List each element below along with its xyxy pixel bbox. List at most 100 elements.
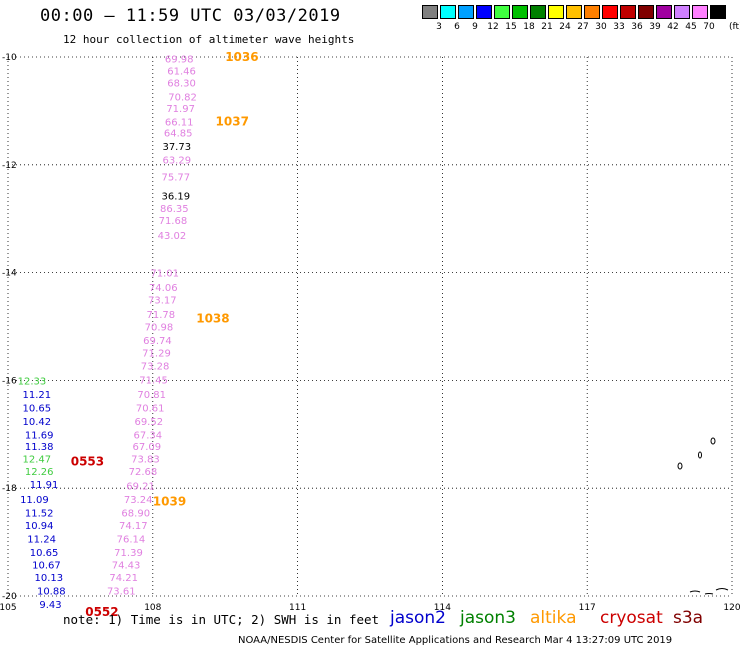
wave-height-label: 69.98 (165, 55, 194, 66)
x-tick-label: 111 (289, 603, 306, 613)
wave-height-label: 75.77 (161, 173, 190, 184)
legend-swatch (674, 5, 690, 19)
wave-height-label: 11.24 (27, 534, 56, 545)
legend-swatch (692, 5, 708, 19)
legend-label: 27 (577, 22, 589, 32)
pass-time-label: 0553 (71, 454, 104, 468)
page-title: 00:00 – 11:59 UTC 03/03/2019 (40, 6, 341, 26)
wave-height-label: 69.74 (143, 336, 172, 347)
legend-label: 24 (559, 22, 571, 32)
satellite-name: jason2 (390, 608, 446, 628)
legend-label: 18 (523, 22, 535, 32)
wave-height-label: 10.13 (35, 573, 64, 584)
island-outline (710, 437, 716, 445)
legend-label: 15 (505, 22, 517, 32)
y-tick-label: -20 (2, 592, 17, 602)
wave-height-label: 71.45 (139, 375, 168, 386)
pass-time-label: 1037 (216, 115, 249, 129)
wave-height-label: 11.38 (25, 442, 54, 453)
satellite-name: cryosat (600, 608, 663, 628)
wave-height-label: 69.52 (134, 417, 163, 428)
wave-height-label: 67.09 (133, 442, 162, 453)
legend-swatch (530, 5, 546, 19)
legend-label: 45 (685, 22, 697, 32)
footnote: note: 1) Time is in UTC; 2) SWH is in fe… (63, 612, 380, 627)
wave-height-label: 70.81 (137, 390, 166, 401)
wave-height-label: 10.42 (22, 417, 51, 428)
wave-height-label: 74.06 (149, 283, 178, 294)
wave-height-label: 73.61 (107, 587, 136, 598)
legend-swatch (620, 5, 636, 19)
wave-height-label: 73.24 (124, 495, 153, 506)
wave-height-label: 68.30 (167, 78, 196, 89)
legend-swatch (458, 5, 474, 19)
legend-swatch (710, 5, 726, 19)
legend-label: 70 (703, 22, 715, 32)
wave-height-label: 71.68 (159, 216, 188, 227)
wave-height-label: 73.17 (148, 296, 177, 307)
wave-height-label: 12.33 (18, 376, 47, 387)
legend-swatch (566, 5, 582, 19)
wave-height-label: 11.21 (22, 390, 51, 401)
wave-height-label: 68.90 (121, 508, 150, 519)
wave-height-label: 66.11 (165, 118, 194, 129)
legend-label: 3 (436, 22, 442, 32)
wave-height-label: 72.68 (129, 467, 158, 478)
wave-height-label: 69.21 (126, 482, 155, 493)
wave-height-label: 70.98 (145, 323, 174, 334)
legend-swatch (656, 5, 672, 19)
x-tick-label: 120 (723, 603, 740, 613)
wave-height-label: 9.43 (39, 600, 61, 611)
wave-height-label: 74.21 (109, 573, 138, 584)
wave-height-label: 11.52 (25, 508, 54, 519)
wave-height-label: 74.17 (119, 521, 148, 532)
wave-height-label: 71.39 (114, 548, 143, 559)
y-tick-label: -16 (2, 376, 17, 386)
legend-swatch (476, 5, 492, 19)
legend-label: 42 (667, 22, 679, 32)
satellite-name: jason3 (460, 608, 516, 628)
legend-swatch (602, 5, 618, 19)
legend-label: 33 (613, 22, 625, 32)
pass-time-label: 1038 (196, 311, 229, 325)
legend-swatch (440, 5, 456, 19)
x-tick-label: 117 (579, 603, 596, 613)
color-legend: 3 6 9 12 15 18 21 24 27 30 33 36 39 42 45 70 (422, 5, 728, 37)
wave-height-label: 10.94 (25, 521, 54, 532)
wave-height-label: 11.91 (30, 480, 59, 491)
pass-time-label: 0552 (85, 605, 118, 619)
island-outline (677, 462, 683, 470)
wave-height-label: 67.34 (133, 430, 162, 441)
legend-label: 9 (472, 22, 478, 32)
satellite-name: altika (530, 608, 577, 628)
wave-height-label: 70.61 (136, 403, 165, 414)
wave-height-label: 43.02 (158, 231, 187, 242)
wave-height-label: 70.82 (168, 92, 197, 103)
wave-height-label: 64.85 (164, 128, 193, 139)
legend-label: 39 (649, 22, 661, 32)
wave-height-label: 71.97 (166, 104, 195, 115)
wave-height-label: 86.35 (160, 204, 189, 215)
island-outline (698, 451, 702, 459)
legend-swatch (422, 5, 438, 19)
wave-height-label: 10.88 (37, 587, 66, 598)
y-tick-label: -10 (2, 53, 17, 63)
wave-height-label: 71.29 (142, 348, 171, 359)
pass-time-label: 1039 (153, 495, 186, 509)
wave-height-label: 12.47 (22, 455, 51, 466)
legend-unit: (ft) (729, 22, 740, 32)
wave-height-label: 71.01 (150, 269, 179, 280)
wave-height-label: 10.67 (32, 561, 61, 572)
legend-label: 21 (541, 22, 553, 32)
wave-height-label: 61.46 (167, 66, 196, 77)
legend-swatch (512, 5, 528, 19)
legend-label: 36 (631, 22, 643, 32)
legend-label: 30 (595, 22, 607, 32)
x-tick-label: 108 (144, 603, 161, 613)
wave-height-label: 37.73 (162, 142, 191, 153)
coastline-outline (689, 588, 729, 595)
pass-time-label: 1036 (225, 50, 258, 64)
legend-swatch (638, 5, 654, 19)
